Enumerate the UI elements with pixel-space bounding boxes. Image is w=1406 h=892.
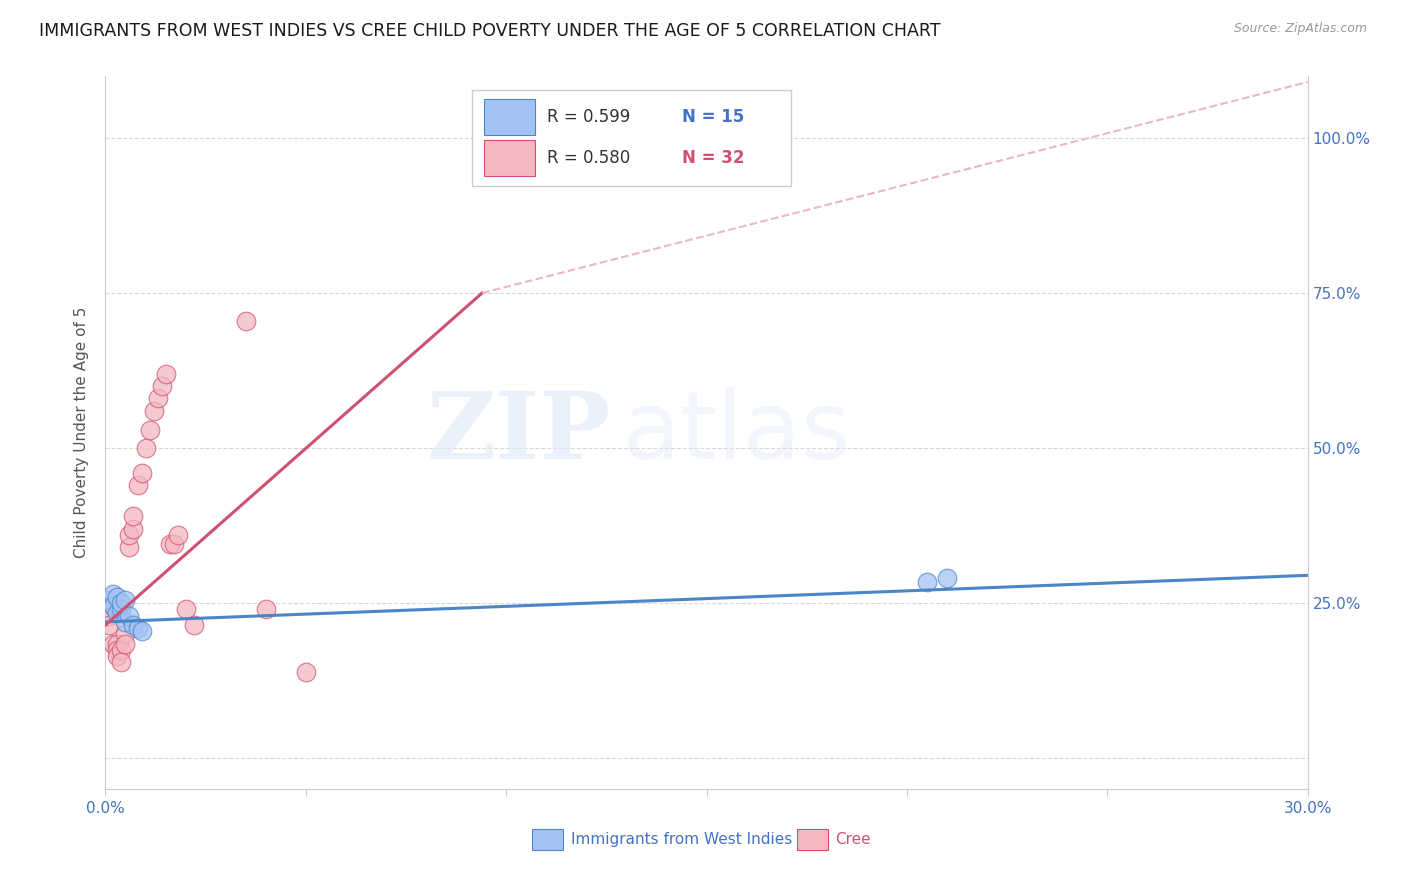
Point — [155, 367, 177, 381]
FancyBboxPatch shape — [472, 90, 790, 186]
Point — [114, 593, 136, 607]
Point — [131, 466, 153, 480]
Point — [110, 596, 132, 610]
Point — [107, 648, 129, 663]
Text: Immigrants from West Indies: Immigrants from West Indies — [571, 832, 792, 847]
Point — [254, 602, 277, 616]
Point — [114, 627, 136, 641]
Point — [118, 528, 141, 542]
Point — [103, 637, 125, 651]
Text: Cree: Cree — [835, 832, 870, 847]
Point — [915, 574, 938, 589]
Text: atlas: atlas — [623, 386, 851, 479]
Point — [107, 590, 129, 604]
Point — [107, 642, 129, 657]
Point — [110, 602, 132, 616]
Text: N = 15: N = 15 — [682, 108, 745, 126]
Text: N = 32: N = 32 — [682, 149, 745, 167]
Point — [183, 618, 205, 632]
Point — [98, 608, 121, 623]
Point — [135, 441, 157, 455]
Point — [159, 537, 181, 551]
Text: R = 0.599: R = 0.599 — [547, 108, 630, 126]
Point — [110, 655, 132, 669]
Point — [150, 379, 173, 393]
Text: IMMIGRANTS FROM WEST INDIES VS CREE CHILD POVERTY UNDER THE AGE OF 5 CORRELATION: IMMIGRANTS FROM WEST INDIES VS CREE CHIL… — [39, 22, 941, 40]
FancyBboxPatch shape — [484, 99, 534, 135]
Point — [103, 587, 125, 601]
Point — [122, 522, 145, 536]
FancyBboxPatch shape — [533, 829, 564, 850]
Point — [118, 608, 141, 623]
Y-axis label: Child Poverty Under the Age of 5: Child Poverty Under the Age of 5 — [75, 307, 90, 558]
Point — [118, 541, 141, 555]
Point — [146, 392, 169, 406]
Point — [107, 606, 129, 620]
Point — [122, 509, 145, 524]
Point — [174, 602, 197, 616]
Point — [166, 528, 188, 542]
Point — [114, 637, 136, 651]
Point — [114, 615, 136, 629]
Text: R = 0.580: R = 0.580 — [547, 149, 630, 167]
Point — [127, 621, 149, 635]
Point — [131, 624, 153, 639]
Point — [122, 618, 145, 632]
Point — [235, 314, 257, 328]
Point — [936, 571, 959, 585]
Point — [98, 618, 121, 632]
Point — [110, 642, 132, 657]
Text: ZIP: ZIP — [426, 388, 610, 477]
FancyBboxPatch shape — [484, 140, 534, 176]
Point — [107, 637, 129, 651]
Point — [475, 125, 498, 139]
Point — [162, 537, 184, 551]
Point — [138, 423, 160, 437]
Point — [103, 599, 125, 614]
Point — [98, 593, 121, 607]
Text: Source: ZipAtlas.com: Source: ZipAtlas.com — [1233, 22, 1367, 36]
FancyBboxPatch shape — [797, 829, 828, 850]
Point — [142, 404, 165, 418]
Point — [127, 478, 149, 492]
Point — [295, 665, 318, 679]
Point — [103, 599, 125, 614]
